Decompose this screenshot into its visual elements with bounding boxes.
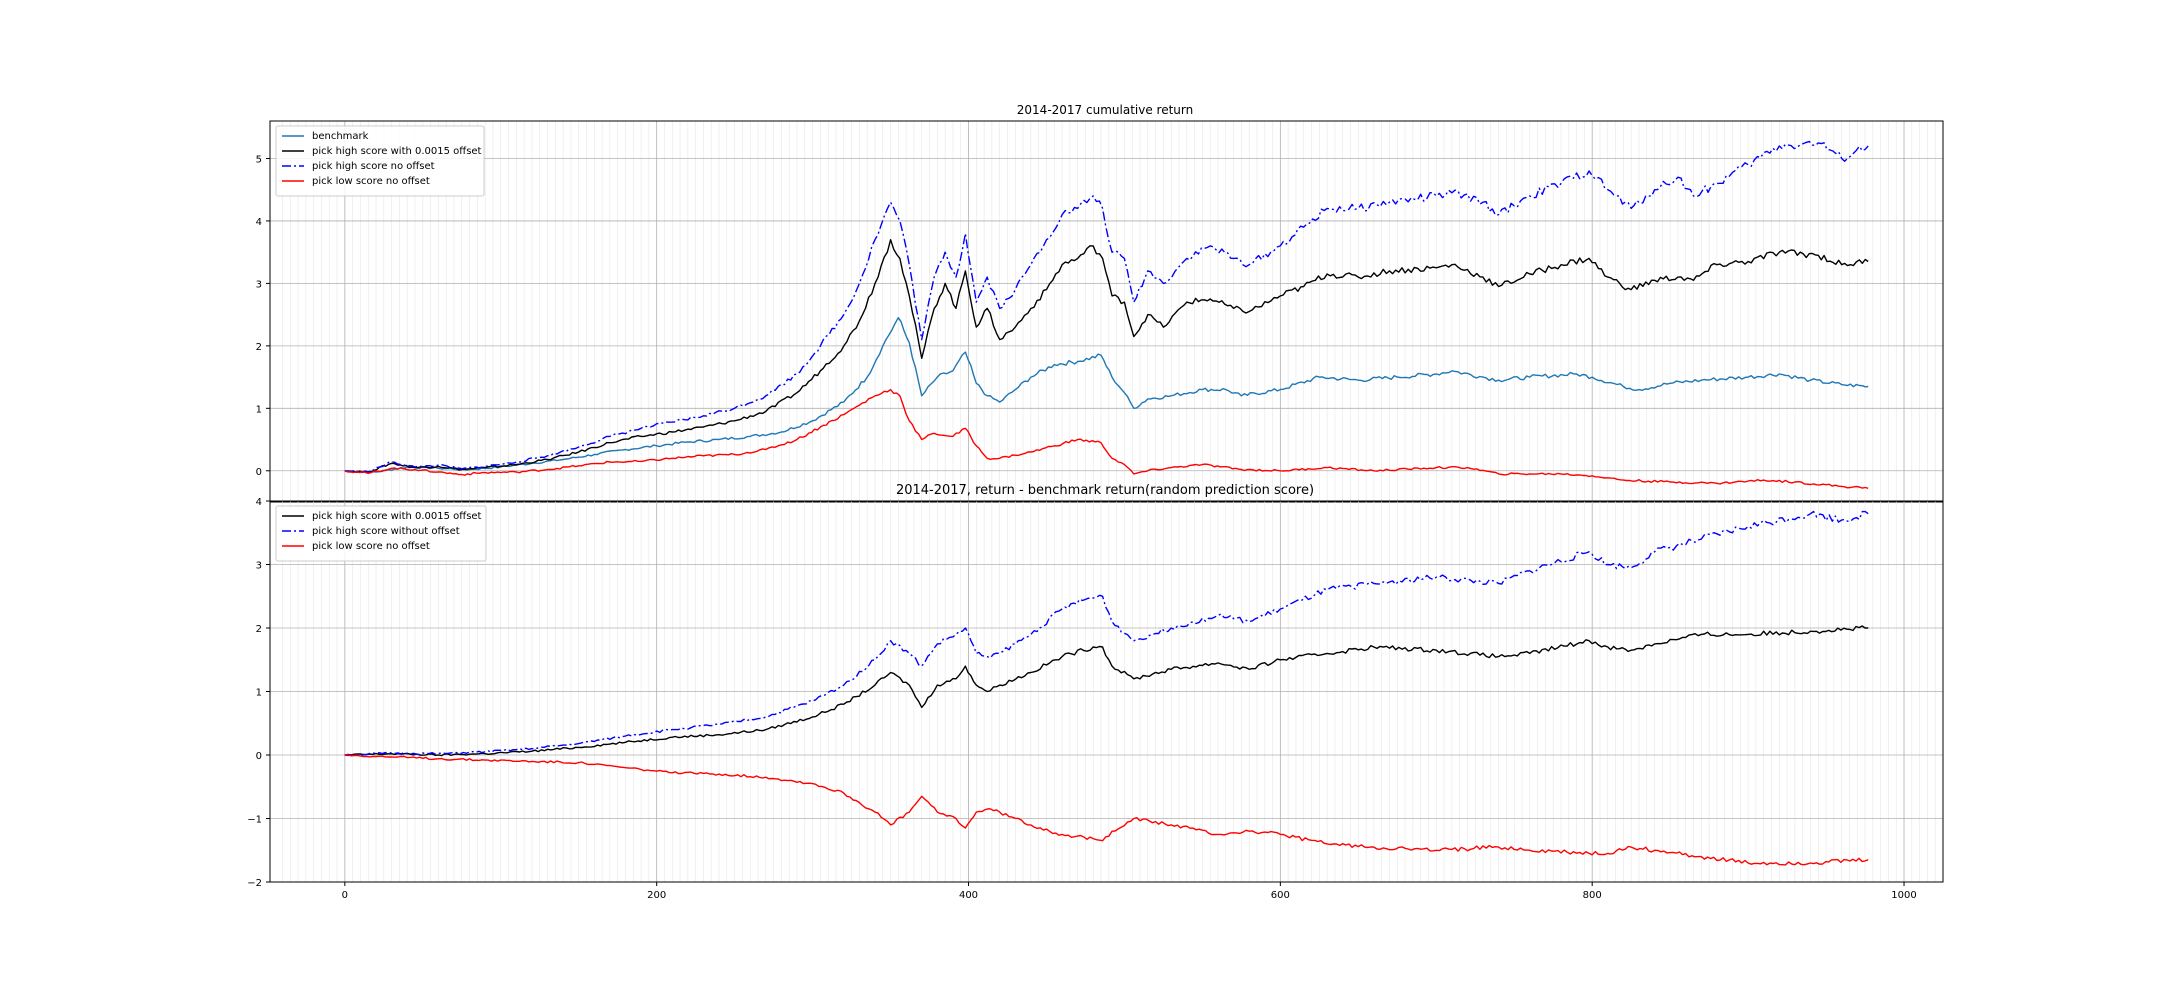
- bottom-chart-legend: pick high score with 0.0015 offset pick h…: [275, 505, 487, 562]
- x-tick-label: 600: [1271, 890, 1290, 901]
- y-tick-label: 0: [256, 751, 262, 762]
- y-tick-label: 2: [256, 624, 262, 635]
- x-tick-label: 1000: [1891, 890, 1916, 901]
- y-tick-label: −1: [247, 815, 262, 826]
- x-tick-label: 200: [647, 890, 666, 901]
- bottom-series-line: [344, 753, 1869, 866]
- top-series-line: [344, 388, 1869, 489]
- top-chart-frame: [269, 120, 1944, 503]
- x-tick-label: 400: [959, 890, 978, 901]
- y-tick-label: 3: [256, 561, 262, 572]
- y-tick-label: 2: [256, 342, 262, 353]
- legend-box: [275, 125, 485, 197]
- top-chart-legend: benchmark pick high score with 0.0015 off…: [275, 125, 485, 197]
- bottom-series-line: [344, 510, 1869, 757]
- legend-label: pick low score no offset: [312, 176, 430, 187]
- bottom-chart-title: 2014-2017, return - benchmark return(ran…: [896, 483, 1314, 498]
- top-series-line: [344, 317, 1869, 474]
- top-chart-panel: 2014-2017 cumulative return 0 1 2 3 4 5 bench…: [256, 103, 1944, 503]
- x-tick-label: 0: [342, 890, 348, 901]
- y-tick-label: 3: [256, 279, 262, 290]
- legend-label: pick high score without offset: [312, 526, 460, 537]
- y-tick-label: 1: [256, 688, 262, 699]
- legend-label: pick high score no offset: [312, 161, 435, 172]
- legend-label: pick low score no offset: [312, 541, 430, 552]
- bottom-series-line: [344, 625, 1869, 757]
- top-series-line: [344, 238, 1869, 473]
- y-tick-label: 4: [256, 217, 262, 228]
- legend-label: pick high score with 0.0015 offset: [312, 146, 482, 157]
- bottom-chart-series-group: [344, 510, 1869, 866]
- y-tick-label: 1: [256, 404, 262, 415]
- y-tick-label: 4: [256, 497, 262, 508]
- y-tick-label: −2: [247, 878, 262, 889]
- top-series-line: [344, 140, 1869, 474]
- top-chart-title: 2014-2017 cumulative return: [1017, 103, 1193, 117]
- legend-label: benchmark: [312, 131, 369, 142]
- bottom-chart-panel: 2014-2017, return - benchmark return(ran…: [247, 483, 1944, 901]
- legend-box: [275, 505, 487, 562]
- y-tick-label: 0: [256, 467, 262, 478]
- x-tick-label: 800: [1583, 890, 1602, 901]
- y-tick-label: 5: [256, 154, 262, 165]
- top-chart-series-group: [344, 140, 1869, 489]
- legend-label: pick high score with 0.0015 offset: [312, 511, 482, 522]
